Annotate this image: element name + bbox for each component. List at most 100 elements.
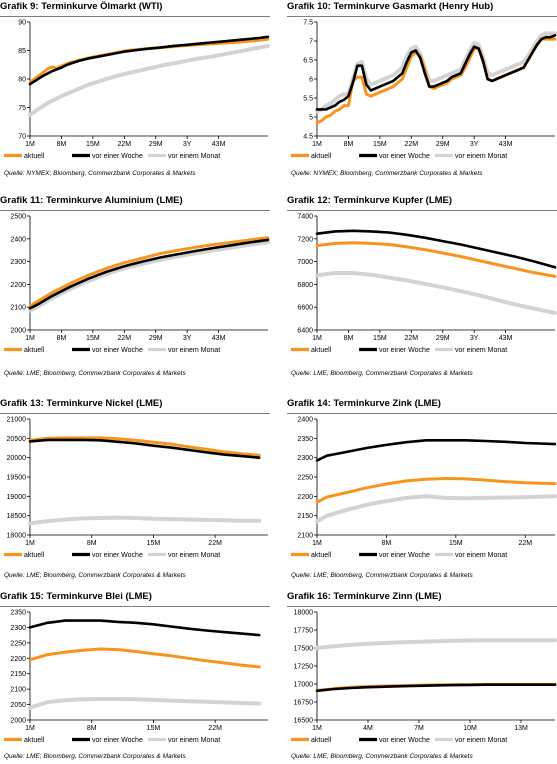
x-tick-label: 10M — [463, 725, 477, 732]
x-tick-label: 22M — [518, 540, 532, 547]
series-line-vor-einer-woche — [315, 438, 557, 462]
x-tick-label: 22M — [208, 725, 222, 732]
series-line-vor-einem-monat — [28, 43, 270, 117]
chart-title-text: Terminkurve Ölmarkt (WTI) — [41, 1, 163, 12]
x-tick-label: 8M — [344, 335, 354, 342]
y-tick-label: 2100 — [10, 687, 26, 694]
y-tick-label: 18000 — [7, 533, 27, 540]
y-tick-label: 85 — [18, 48, 26, 55]
x-tick-label: 4M — [363, 725, 373, 732]
chart-title: Grafik 14: Terminkurve Zink (LME) — [287, 397, 557, 414]
y-tick-label: 16750 — [294, 700, 314, 707]
chart-svg: 2000 2100 2200 2300 2400 2500 1M 8M 15M 22M 29M 3Y 4… — [4, 214, 270, 354]
chart-title-text: Terminkurve Zinn (LME) — [333, 591, 442, 602]
x-tick-label: 22M — [404, 335, 418, 342]
x-tick-label: 1M — [25, 335, 35, 342]
legend-label: aktuell — [311, 552, 332, 559]
legend-label: vor einer Woche — [92, 347, 143, 354]
x-tick-label: 3Y — [183, 335, 192, 342]
legend-label: vor einer Woche — [379, 153, 430, 160]
series-line-aktuell — [315, 477, 557, 504]
chart-title: Grafik 12: Terminkurve Kupfer (LME) — [287, 194, 557, 211]
x-tick-label: 15M — [86, 335, 100, 342]
y-tick-label: 17000 — [294, 682, 314, 689]
chart-source: Quelle: LME; Bloomberg, Commerzbank Corp… — [4, 370, 186, 377]
y-tick-label: 2100 — [10, 305, 26, 312]
chart-source: Quelle: LME; Bloomberg, Commerzbank Corp… — [291, 572, 473, 579]
legend-label: aktuell — [311, 737, 332, 744]
x-tick-label: 8M — [57, 141, 67, 148]
y-tick-label: 70 — [18, 134, 26, 141]
legend-label: vor einem Monat — [455, 153, 507, 160]
legend-label: vor einer Woche — [379, 552, 430, 559]
y-tick-label: 4.5 — [303, 134, 313, 141]
x-tick-label: 1M — [25, 540, 35, 547]
chart-panel-1: Grafik 10: Terminkurve Gasmarkt (Henry H… — [287, 0, 557, 190]
y-tick-label: 17750 — [294, 628, 314, 635]
chart-number: Grafik 12: — [287, 195, 331, 206]
x-tick-label: 8M — [344, 141, 354, 148]
y-tick-label: 6 — [309, 77, 313, 84]
x-tick-label: 15M — [86, 141, 100, 148]
y-tick-label: 7400 — [297, 214, 313, 221]
y-tick-label: 2200 — [10, 282, 26, 289]
x-tick-label: 15M — [449, 540, 463, 547]
y-tick-label: 2300 — [10, 259, 26, 266]
y-tick-label: 21000 — [7, 417, 27, 424]
x-tick-label: 1M — [25, 725, 35, 732]
chart-source: Quelle: NYMEX; Bloomberg, Commerzbank Co… — [291, 170, 483, 177]
chart-title: Grafik 10: Terminkurve Gasmarkt (Henry H… — [287, 0, 557, 17]
legend-label: aktuell — [311, 153, 332, 160]
series-line-vor-einem-monat — [28, 240, 270, 313]
y-tick-label: 6400 — [297, 328, 313, 335]
chart-title: Grafik 11: Terminkurve Aluminium (LME) — [0, 194, 270, 211]
chart-panel-7: Grafik 16: Terminkurve Zinn (LME) 16500 1… — [287, 590, 557, 764]
x-tick-label: 29M — [436, 141, 450, 148]
legend-label: vor einer Woche — [379, 347, 430, 354]
y-tick-label: 5 — [309, 115, 313, 122]
chart-source: Quelle: LME; Bloomberg, Commerzbank Corp… — [291, 753, 473, 760]
x-tick-label: 1M — [312, 540, 322, 547]
chart-panel-3: Grafik 12: Terminkurve Kupfer (LME) 6400… — [287, 194, 557, 384]
x-tick-label: 8M — [87, 725, 97, 732]
legend-label: vor einem Monat — [168, 153, 220, 160]
legend-label: aktuell — [24, 153, 45, 160]
y-tick-label: 7000 — [297, 259, 313, 266]
y-tick-label: 2500 — [10, 214, 26, 221]
legend-label: vor einem Monat — [168, 552, 220, 559]
x-tick-label: 15M — [373, 141, 387, 148]
legend-label: vor einer Woche — [92, 552, 143, 559]
series-line-vor-einem-monat — [28, 515, 262, 526]
x-tick-label: 8M — [87, 540, 97, 547]
chart-number: Grafik 13: — [0, 398, 44, 409]
chart-svg: 4.5 5 5.5 6 6.5 7 7.5 1M 8M 15M 22M 29M 3Y 43M aktuell… — [291, 20, 557, 160]
x-tick-label: 3Y — [470, 141, 479, 148]
series-line-vor-einer-woche — [315, 33, 557, 111]
series-line-aktuell — [28, 37, 270, 84]
y-tick-label: 18000 — [294, 610, 314, 617]
y-tick-label: 16500 — [294, 718, 314, 725]
series-line-aktuell — [28, 236, 270, 308]
chart-svg: 2100 2150 2200 2250 2300 2350 2400 1M 8M 15M 22M ak… — [291, 417, 557, 559]
x-tick-label: 8M — [382, 540, 392, 547]
chart-source: Quelle: NYMEX; Bloomberg, Commerzbank Co… — [4, 170, 196, 177]
y-tick-label: 18500 — [7, 513, 27, 520]
x-tick-label: 13M — [514, 725, 528, 732]
x-tick-label: 43M — [212, 335, 226, 342]
legend-label: vor einem Monat — [455, 347, 507, 354]
chart-title-text: Terminkurve Blei (LME) — [46, 591, 152, 602]
y-tick-label: 6600 — [297, 305, 313, 312]
x-tick-label: 22M — [208, 540, 222, 547]
legend-label: vor einer Woche — [379, 737, 430, 744]
chart-number: Grafik 14: — [287, 398, 331, 409]
y-tick-label: 5.5 — [303, 96, 313, 103]
y-tick-label: 2150 — [297, 513, 313, 520]
y-tick-label: 19000 — [7, 494, 27, 501]
legend-label: aktuell — [24, 552, 45, 559]
chart-title: Grafik 13: Terminkurve Nickel (LME) — [0, 397, 270, 414]
chart-title-text: Terminkurve Kupfer (LME) — [333, 195, 453, 206]
y-tick-label: 2000 — [10, 718, 26, 725]
y-tick-label: 2200 — [10, 656, 26, 663]
chart-source: Quelle: LME; Bloomberg, Commerzbank Corp… — [4, 572, 186, 579]
legend-label: vor einem Monat — [455, 737, 507, 744]
